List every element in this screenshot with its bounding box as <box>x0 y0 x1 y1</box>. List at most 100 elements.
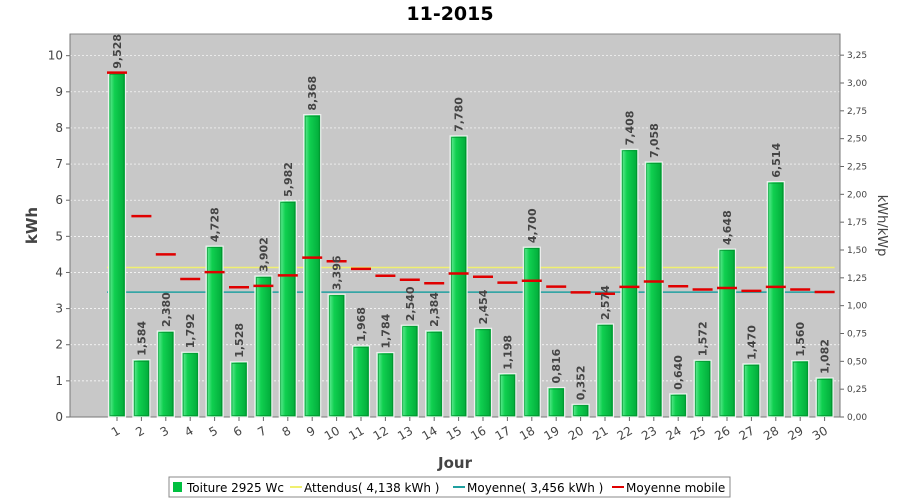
y-tick-label: 8 <box>55 121 63 135</box>
x-tick-label: 14 <box>419 423 439 443</box>
y-axis-title: kWh <box>23 207 41 244</box>
x-tick-label: 15 <box>444 423 464 443</box>
x-tick-label: 4 <box>182 423 196 439</box>
y-tick-label: 1 <box>55 374 63 388</box>
x-tick-label: 12 <box>371 423 391 443</box>
bar-inner-edge <box>109 73 125 416</box>
bar-day-20 <box>571 403 590 418</box>
y2-tick-label: 3,25 <box>847 51 867 61</box>
bar-day-27 <box>742 363 761 418</box>
bar-inner-edge <box>451 137 466 416</box>
data-label: 0,352 <box>575 365 588 400</box>
bar-inner-edge <box>695 361 710 416</box>
bar-day-4 <box>181 351 200 418</box>
bar-day-19 <box>547 386 566 418</box>
bar-inner-edge <box>475 329 491 416</box>
x-tick-label: 22 <box>615 423 635 443</box>
y-tick-label: 7 <box>55 157 63 171</box>
x-tick-label: 13 <box>395 423 415 443</box>
bar-inner-edge <box>524 248 540 416</box>
y2-tick-label: 0,00 <box>847 413 867 423</box>
bar-inner-edge <box>402 326 418 416</box>
x-tick-label: 29 <box>785 423 805 443</box>
data-label: 0,816 <box>550 348 563 383</box>
x-tick-label: 5 <box>206 423 220 439</box>
bar-day-12 <box>376 351 395 418</box>
x-axis-title: Jour <box>437 454 473 472</box>
bar-inner-edge <box>134 360 149 416</box>
bar-day-9 <box>303 114 322 418</box>
x-tick-label: 10 <box>322 423 342 443</box>
bar-inner-edge <box>817 379 832 416</box>
bar-inner-edge <box>500 374 515 416</box>
bar-inner-edge <box>329 295 344 416</box>
data-label: 5,982 <box>282 162 295 197</box>
bar-day-2 <box>132 359 151 418</box>
bar-inner-edge <box>670 395 686 416</box>
data-label: 2,380 <box>160 292 173 327</box>
x-tick-label: 8 <box>280 423 294 439</box>
bar-day-28 <box>766 181 785 418</box>
bar-inner-edge <box>158 332 174 416</box>
bar-day-13 <box>400 324 419 418</box>
legend-swatch-production <box>173 482 182 492</box>
y-tick-label: 4 <box>55 265 63 279</box>
legend-box <box>168 476 731 498</box>
y2-tick-label: 1,25 <box>847 274 867 284</box>
data-label: 4,700 <box>526 208 539 243</box>
y-tick-label: 6 <box>55 193 63 207</box>
bar-inner-edge <box>646 163 662 416</box>
x-tick-label: 3 <box>158 423 172 439</box>
bar-day-1 <box>107 72 127 418</box>
y2-tick-label: 1,00 <box>847 302 867 312</box>
bar-inner-edge <box>548 388 564 416</box>
bar-inner-edge <box>597 325 613 416</box>
x-tick-label: 26 <box>712 423 732 443</box>
bar-day-16 <box>473 327 493 418</box>
bar-inner-edge <box>792 361 808 416</box>
data-label: 2,454 <box>477 289 490 324</box>
data-label: 2,540 <box>404 286 417 321</box>
bar-day-11 <box>351 345 371 418</box>
bar-day-18 <box>522 246 541 418</box>
bar-inner-edge <box>378 353 393 416</box>
y2-tick-label: 2,75 <box>847 107 867 117</box>
y2-tick-label: 2,50 <box>847 135 867 145</box>
bar-day-26 <box>717 248 737 418</box>
data-label: 1,198 <box>501 335 514 370</box>
data-label: 1,082 <box>819 339 832 374</box>
y2-axis-title: kWh/kWp <box>874 195 889 257</box>
y-tick-label: 2 <box>55 338 63 352</box>
x-tick-label: 24 <box>663 423 683 443</box>
y2-tick-label: 1,50 <box>847 246 867 256</box>
bar-inner-edge <box>182 353 198 416</box>
bar-day-29 <box>791 360 810 418</box>
bar-inner-edge <box>719 250 735 416</box>
data-label: 1,560 <box>794 321 807 356</box>
y2-tick-label: 2,00 <box>847 190 867 200</box>
bar-day-22 <box>620 148 639 418</box>
bar-day-15 <box>449 135 468 418</box>
data-label: 7,408 <box>623 111 636 146</box>
bar-inner-edge <box>280 202 296 416</box>
bar-inner-edge <box>304 115 320 416</box>
data-label: 1,584 <box>135 321 148 356</box>
bar-day-6 <box>229 361 249 418</box>
x-tick-label: 20 <box>566 423 586 443</box>
data-label: 4,728 <box>209 207 222 242</box>
data-label: 7,780 <box>453 97 466 132</box>
x-tick-label: 30 <box>810 423 830 443</box>
x-tick-label: 19 <box>541 423 561 443</box>
bar-inner-edge <box>744 365 759 416</box>
legend-label: Attendus( 4,138 kWh ) <box>304 481 439 495</box>
y-tick-label: 3 <box>55 302 63 316</box>
x-tick-label: 21 <box>590 423 610 443</box>
data-label: 6,514 <box>770 142 783 177</box>
bar-inner-edge <box>231 362 247 416</box>
data-label: 2,384 <box>428 292 441 327</box>
bar-day-10 <box>327 293 346 418</box>
data-label: 8,368 <box>306 76 319 111</box>
bar-inner-edge <box>622 150 637 416</box>
